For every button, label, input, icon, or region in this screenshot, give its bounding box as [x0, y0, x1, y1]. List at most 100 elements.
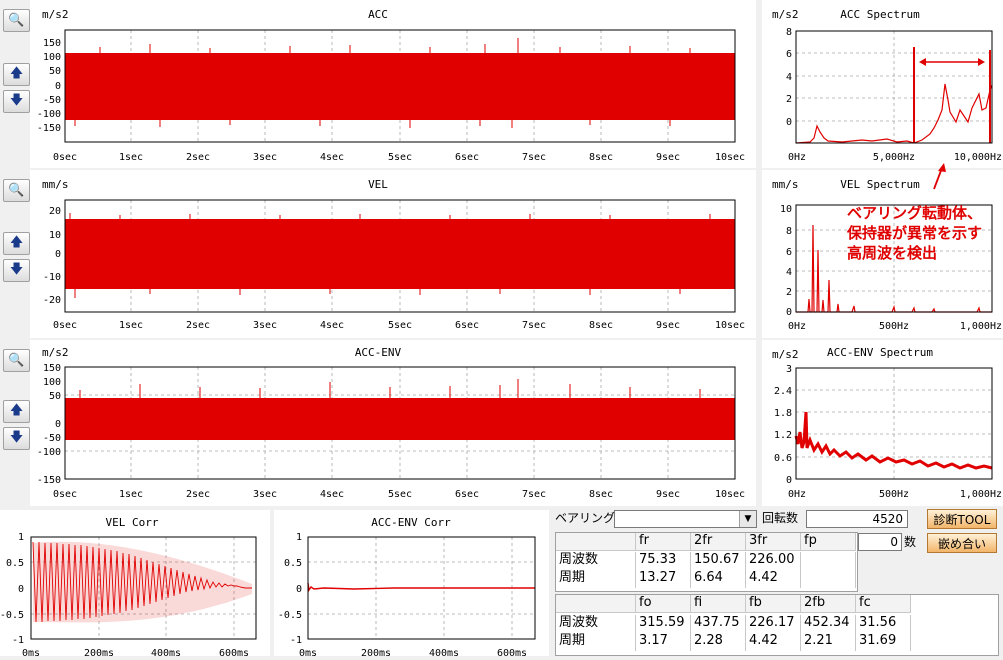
acc-x-tick: 1sec [119, 152, 143, 163]
scale-down-button[interactable]: 🡇 [3, 427, 30, 450]
acc-x-tick: 4sec [320, 152, 344, 163]
env-spectrum-title: ACC-ENV Spectrum [827, 346, 933, 359]
vel-corr-x-tick: 0ms [22, 648, 40, 656]
acc-spectrum-unit: m/s2 [772, 8, 799, 21]
bearing-select[interactable]: ▼ [614, 510, 757, 528]
vel-unit: mm/s [42, 178, 69, 191]
vel-spectrum-y-tick: 10 [780, 204, 792, 215]
env-spectrum-x-tick: 1,000Hz [960, 489, 1002, 500]
env-corr-x-tick: 400ms [429, 648, 459, 656]
fit-button[interactable]: 嵌め合い [927, 533, 997, 553]
env-x-tick: 10sec [715, 489, 745, 500]
env-corr-panel: ACC-ENV Corr 1 0.5 0 -0.5 -1 0ms 200ms 4… [274, 510, 549, 659]
table-header-cell [556, 595, 636, 613]
env-x-tick: 9sec [656, 489, 680, 500]
acc-unit: m/s2 [42, 8, 69, 21]
rpm-label: 回転数 [762, 511, 799, 525]
rpm-input[interactable]: 4520 [806, 510, 908, 528]
acc-x-axis: 0sec 1sec 2sec 3sec 4sec 5sec 6sec 7sec … [53, 152, 745, 163]
acc-spectrum-y-tick: 0 [786, 117, 792, 128]
table-cell: 226.17 [746, 615, 801, 633]
table-row: 周期 13.27 6.64 4.42 [556, 570, 856, 588]
acc-spectrum-plot-frame [795, 30, 993, 144]
env-spectrum-y-tick: 2.4 [774, 386, 792, 397]
vel-x-tick: 3sec [253, 320, 277, 331]
vel-signal [65, 219, 735, 289]
vel-x-tick: 5sec [388, 320, 412, 331]
vel-spectrum-line [796, 224, 992, 313]
env-y-tick: 100 [43, 377, 61, 388]
acc-x-tick: 10sec [715, 152, 745, 163]
env-corr-y-tick: -0.5 [278, 610, 302, 621]
env-spectrum-x-tick: 0Hz [788, 489, 806, 500]
scale-down-button[interactable]: 🡇 [3, 90, 30, 113]
env-chart: m/s2 ACC-ENV 150 100 50 0 -50 -100 -150 … [37, 346, 745, 500]
diagnosis-tool-button[interactable]: 診断TOOL [927, 509, 997, 529]
scale-up-button[interactable]: 🡅 [3, 232, 30, 255]
zoom-button[interactable]: 🔍 [3, 179, 30, 202]
scale-up-button[interactable]: 🡅 [3, 400, 30, 423]
env-spectrum-y-tick: 0.6 [774, 453, 792, 464]
env-spectrum-y-axis: 3 2.4 1.8 1.2 0.6 0 [774, 364, 792, 486]
dropdown-arrow-icon[interactable]: ▼ [739, 511, 756, 527]
annotation-text: ベアリング転動体、 保持器が異常を示す 高周波を検出 [847, 203, 982, 263]
vel-corr-x-tick: 600ms [219, 648, 249, 656]
frequency-table-2: fo fi fb 2fb fc 周波数 315.59 437.75 226.17… [555, 594, 999, 656]
vel-corr-chart: VEL Corr 1 0.5 0 -0.5 -1 0ms 200ms 400ms… [0, 516, 257, 659]
table-cell: 4.42 [746, 633, 801, 651]
arrow-down-icon: 🡇 [9, 92, 24, 108]
scale-up-button[interactable]: 🡅 [3, 63, 30, 86]
env-y-axis: 150 100 50 0 -50 -100 -150 [37, 363, 61, 486]
number-label: 数 [904, 535, 917, 549]
table-row-label: 周波数 [556, 615, 636, 633]
table-cell: 150.67 [691, 552, 746, 570]
table-cell: 6.64 [691, 570, 746, 588]
vel-y-axis: 20 10 0 -10 -20 [43, 206, 61, 306]
acc-spectrum-line [795, 83, 993, 144]
env-y-tick: -50 [43, 433, 61, 444]
env-spectrum-chart: m/s2 ACC-ENV Spectrum 3 2.4 1.8 1.2 0.6 … [772, 346, 1002, 500]
env-x-tick: 6sec [455, 489, 479, 500]
arrow-right-icon [978, 58, 985, 66]
table-header-cell: fb [746, 595, 801, 613]
table-row-label: 周波数 [556, 552, 636, 570]
vel-corr-line [32, 541, 252, 623]
acc-x-tick: 9sec [656, 152, 680, 163]
table-header-cell: fi [691, 595, 746, 613]
acc-spectrum-x-tick: 0Hz [788, 152, 806, 163]
acc-x-tick: 0sec [53, 152, 77, 163]
bearing-panel: ベアリング ▼ 回転数 4520 診断TOOL fr 2fr 3fr fp 周波… [552, 508, 1003, 656]
scale-down-button[interactable]: 🡇 [3, 259, 30, 282]
magnifier-icon: 🔍 [8, 13, 25, 28]
acc-chart-panel: m/s2 ACC 150 100 50 0 -50 -100 -150 0sec… [30, 0, 756, 168]
vel-spectrum-title: VEL Spectrum [840, 178, 920, 191]
arrow-up-icon: 🡅 [9, 234, 24, 250]
env-x-tick: 1sec [119, 489, 143, 500]
table-cell: 226.00 [746, 552, 801, 570]
vel-corr-y-tick: -1 [12, 635, 24, 646]
zoom-button[interactable]: 🔍 [3, 349, 30, 372]
acc-chart: m/s2 ACC 150 100 50 0 -50 -100 -150 0sec… [37, 8, 745, 163]
env-x-tick: 8sec [589, 489, 613, 500]
vel-corr-plot-frame [30, 536, 257, 640]
env-corr-x-axis: 0ms 200ms 400ms 600ms [299, 648, 527, 659]
env-y-tick: -150 [37, 475, 61, 486]
acc-spectrum-x-tick: 10,000Hz [954, 152, 1002, 163]
env-corr-x-tick: 200ms [361, 648, 391, 656]
vel-signal-spikes [69, 213, 711, 298]
table-header-row: fr 2fr 3fr fp [556, 533, 856, 551]
env-spectrum-y-tick: 3 [786, 364, 792, 375]
acc-y-tick: -100 [37, 109, 61, 120]
acc-spectrum-panel: m/s2 ACC Spectrum 8 6 4 2 0 0Hz 5,000Hz … [762, 0, 1003, 168]
number-input[interactable]: 0 [858, 533, 902, 551]
acc-y-tick: -150 [37, 123, 61, 134]
vel-spectrum-y-tick: 4 [786, 267, 792, 278]
vel-x-tick: 2sec [186, 320, 210, 331]
acc-x-tick: 7sec [522, 152, 546, 163]
vel-x-tick: 4sec [320, 320, 344, 331]
vel-x-tick: 7sec [522, 320, 546, 331]
acc-x-tick: 8sec [589, 152, 613, 163]
acc-x-tick: 3sec [253, 152, 277, 163]
zoom-button[interactable]: 🔍 [3, 9, 30, 32]
vel-y-tick: 0 [55, 249, 61, 260]
